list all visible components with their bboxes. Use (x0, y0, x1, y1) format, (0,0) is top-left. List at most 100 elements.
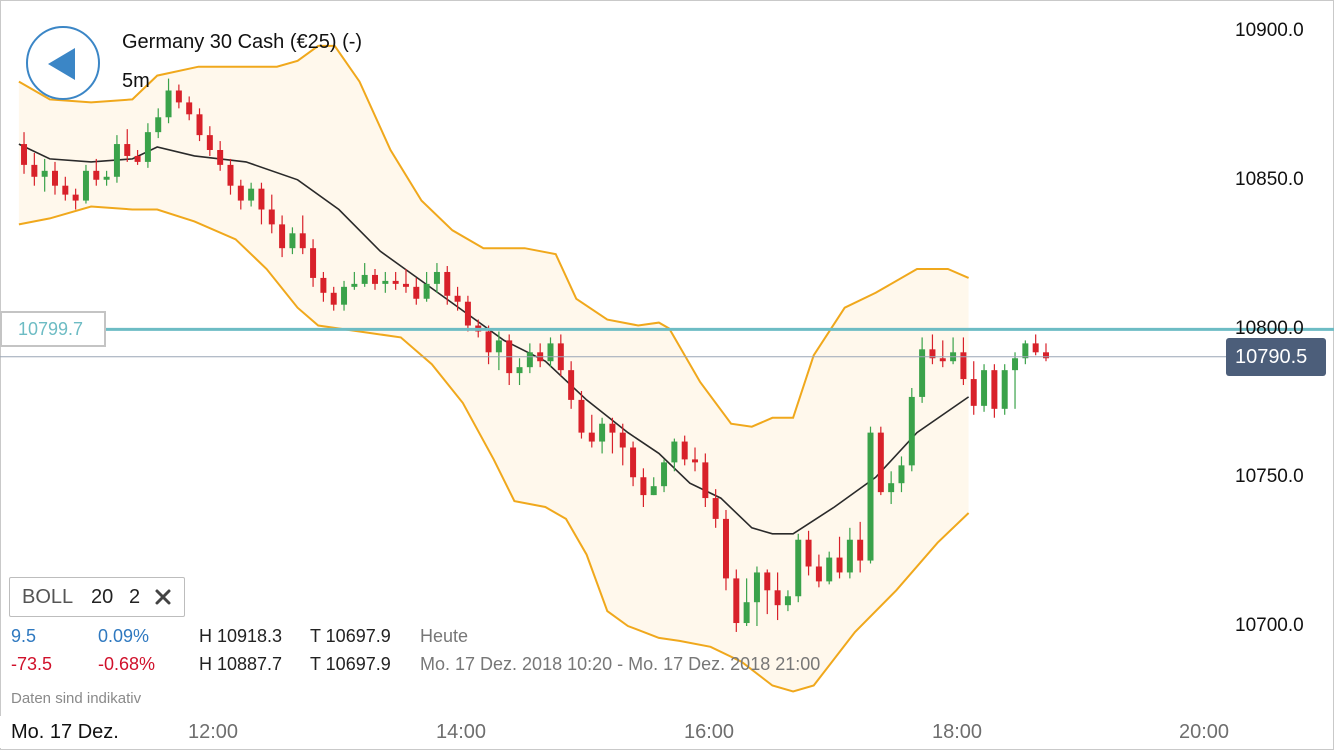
candle-body (1012, 358, 1019, 371)
candle-body (836, 557, 843, 573)
candle (103, 170, 110, 186)
candle (31, 152, 38, 186)
candle (72, 188, 79, 210)
y-tick-label: 10700.0 (1235, 615, 1304, 636)
candle-body (52, 170, 58, 186)
candle (144, 123, 151, 168)
candle-body (599, 423, 606, 442)
candle-body (702, 462, 709, 499)
candle (650, 477, 657, 496)
candle-body (960, 352, 967, 380)
candle-body (31, 164, 38, 177)
candle-body (310, 248, 317, 278)
candle-body (898, 465, 905, 484)
candle-body (722, 518, 729, 579)
candle-body (21, 144, 28, 165)
candle-body (764, 572, 771, 591)
range-change: -73.5 (11, 654, 53, 674)
today-change-percent: 0.09% (98, 626, 150, 646)
candle-body (547, 343, 554, 362)
candle (619, 423, 626, 466)
candle-body (62, 185, 69, 195)
candle (320, 271, 327, 302)
candle (867, 426, 874, 564)
bollinger-upper-line (18, 44, 969, 428)
candle-body (1043, 352, 1049, 359)
candle-body (877, 432, 884, 493)
candle-body (981, 370, 988, 406)
candle-body (485, 331, 492, 353)
candle (289, 227, 296, 255)
candle-body (433, 271, 440, 284)
candle (609, 417, 616, 454)
candle (671, 438, 678, 472)
candle (846, 527, 853, 579)
candle (784, 590, 791, 612)
candle (578, 390, 585, 439)
candle-body (929, 349, 936, 359)
timeframe-label[interactable]: 5m (122, 70, 150, 92)
candle-body (640, 477, 647, 496)
x-tick-label: 20:00 (1179, 721, 1230, 743)
candle (392, 271, 399, 290)
y-tick-label: 10750.0 (1235, 466, 1304, 487)
candle (175, 84, 182, 109)
candle-body (289, 233, 296, 249)
indicator-period: 20 (91, 586, 114, 608)
close-icon[interactable] (152, 586, 176, 610)
candle (351, 271, 358, 290)
candle (960, 337, 967, 386)
candle-body (908, 396, 915, 466)
candle (124, 129, 131, 162)
candle-body (248, 188, 255, 201)
reference-line-label[interactable]: 10799.7 (0, 311, 106, 347)
candle-body (165, 90, 172, 118)
candle (258, 182, 265, 225)
indicator-deviation: 2 (129, 586, 141, 608)
candle-body (857, 539, 864, 561)
candle (402, 269, 409, 293)
candle-body (258, 188, 265, 210)
candle-body (578, 399, 585, 433)
candle (186, 96, 193, 121)
candle (547, 337, 554, 368)
candle-body (826, 557, 833, 582)
candle (877, 426, 884, 496)
candle-body (526, 352, 533, 368)
candle-body (495, 340, 502, 353)
candle (485, 325, 492, 365)
candle-body (82, 170, 89, 201)
candle (919, 337, 926, 403)
today-change: 9.5 (11, 626, 37, 646)
candle (444, 266, 451, 305)
candle-body (382, 280, 389, 284)
candle (929, 334, 936, 365)
candle-body (299, 233, 306, 249)
date-label-box: Mo. 17 Dez. (0, 716, 142, 748)
candle (1001, 364, 1008, 415)
candle-body (888, 483, 895, 493)
bollinger-bands (18, 44, 970, 693)
today-label: Heute (420, 626, 469, 646)
candle-body (444, 271, 451, 296)
candle-body (93, 170, 100, 180)
candle (970, 361, 977, 415)
candle-body (237, 185, 244, 201)
candle (836, 536, 843, 579)
indicator-chip[interactable]: BOLL 20 2 (9, 577, 185, 617)
candle-body (341, 286, 348, 305)
date-label: Mo. 17 Dez. (11, 721, 119, 743)
candle-body (609, 423, 616, 433)
candle (712, 489, 719, 528)
candle (661, 459, 668, 493)
candle (898, 456, 905, 493)
back-button[interactable] (26, 26, 100, 100)
candle-body (867, 432, 874, 561)
candle-body (784, 596, 791, 606)
candle-body (175, 90, 182, 103)
candle-body (103, 176, 110, 180)
candle-body (72, 194, 79, 201)
candle (1012, 352, 1019, 409)
candle-body (144, 132, 151, 162)
